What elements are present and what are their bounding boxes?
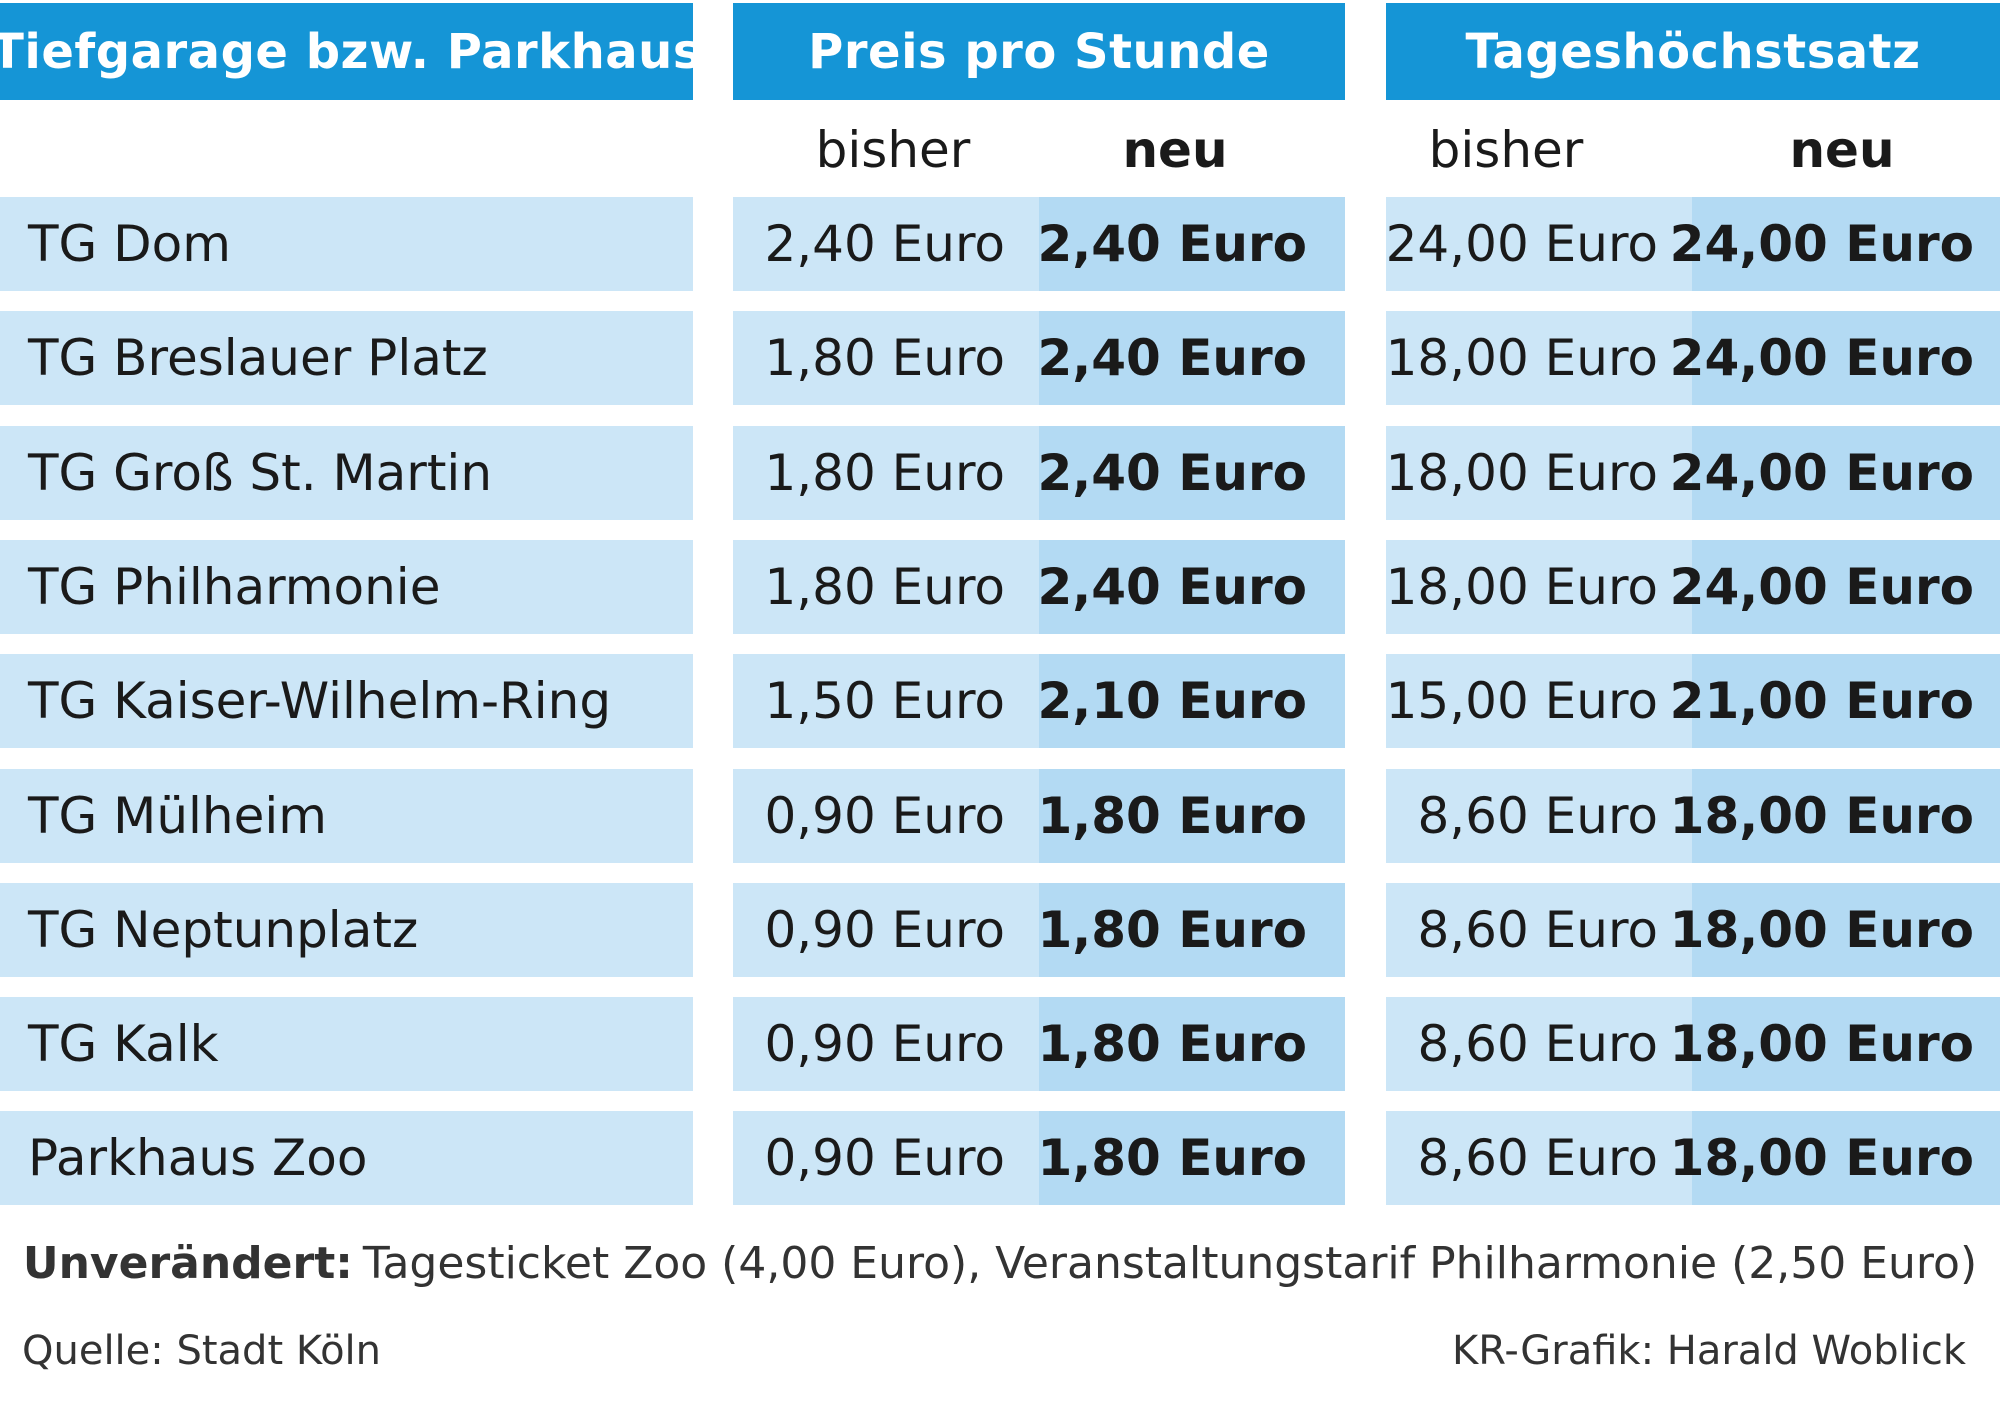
subheader-hourly-new: neu xyxy=(1122,121,1228,179)
row-hourly-old: 2,40 Euro xyxy=(733,197,1039,291)
row-daily-old: 8,60 Euro xyxy=(1386,883,1692,977)
header-name-column: Tiefgarage bzw. Parkhaus xyxy=(0,3,701,100)
graphic-credit: KR-Grafik: Harald Woblick xyxy=(1451,1328,1966,1374)
row-hourly-new: 1,80 Euro xyxy=(1037,769,1345,863)
row-hourly-new: 2,10 Euro xyxy=(1037,654,1345,748)
subheader-daily-old: bisher xyxy=(1428,121,1584,179)
row-name: TG Philharmonie xyxy=(0,540,693,634)
row-daily-new: 18,00 Euro xyxy=(1670,883,2000,977)
row-daily-old: 18,00 Euro xyxy=(1386,311,1692,405)
row-hourly-old: 1,50 Euro xyxy=(733,654,1039,748)
row-daily-new: 18,00 Euro xyxy=(1670,997,2000,1091)
row-daily-old: 18,00 Euro xyxy=(1386,540,1692,634)
row-hourly-new: 2,40 Euro xyxy=(1037,540,1345,634)
row-daily-new: 24,00 Euro xyxy=(1670,426,2000,520)
row-hourly-old: 1,80 Euro xyxy=(733,311,1039,405)
row-daily-new: 18,00 Euro xyxy=(1670,769,2000,863)
row-daily-new: 24,00 Euro xyxy=(1670,311,2000,405)
row-hourly-new: 2,40 Euro xyxy=(1037,197,1345,291)
header-daily-max: Tageshöchstsatz xyxy=(1386,3,2000,100)
row-name: Parkhaus Zoo xyxy=(0,1111,693,1205)
row-hourly-old: 0,90 Euro xyxy=(733,769,1039,863)
row-hourly-old: 1,80 Euro xyxy=(733,426,1039,520)
row-hourly-new: 2,40 Euro xyxy=(1037,426,1345,520)
row-daily-old: 8,60 Euro xyxy=(1386,997,1692,1091)
source-credit: Quelle: Stadt Köln xyxy=(22,1328,382,1374)
row-name: TG Breslauer Platz xyxy=(0,311,693,405)
header-hourly-price: Preis pro Stunde xyxy=(733,3,1345,100)
row-hourly-old: 0,90 Euro xyxy=(733,1111,1039,1205)
unchanged-text: Tagesticket Zoo (4,00 Euro), Veranstaltu… xyxy=(362,1237,1978,1289)
subheader-daily-new: neu xyxy=(1789,121,1895,179)
row-hourly-old: 0,90 Euro xyxy=(733,997,1039,1091)
row-name: TG Kaiser-Wilhelm-Ring xyxy=(0,654,693,748)
row-name: TG Dom xyxy=(0,197,693,291)
row-daily-old: 15,00 Euro xyxy=(1386,654,1692,748)
row-name: TG Mülheim xyxy=(0,769,693,863)
unchanged-note: Unverändert: Tagesticket Zoo (4,00 Euro)… xyxy=(0,1228,2000,1298)
unchanged-label: Unverändert: xyxy=(22,1237,353,1289)
row-name: TG Groß St. Martin xyxy=(0,426,693,520)
row-hourly-new: 2,40 Euro xyxy=(1037,311,1345,405)
row-hourly-old: 1,80 Euro xyxy=(733,540,1039,634)
subheader-hourly-old: bisher xyxy=(815,121,971,179)
row-hourly-new: 1,80 Euro xyxy=(1037,1111,1345,1205)
row-daily-new: 24,00 Euro xyxy=(1670,197,2000,291)
row-daily-old: 18,00 Euro xyxy=(1386,426,1692,520)
row-hourly-old: 0,90 Euro xyxy=(733,883,1039,977)
row-name: TG Kalk xyxy=(0,997,693,1091)
row-hourly-new: 1,80 Euro xyxy=(1037,883,1345,977)
row-daily-new: 24,00 Euro xyxy=(1670,540,2000,634)
row-daily-old: 8,60 Euro xyxy=(1386,769,1692,863)
row-daily-old: 8,60 Euro xyxy=(1386,1111,1692,1205)
row-name: TG Neptunplatz xyxy=(0,883,693,977)
row-hourly-new: 1,80 Euro xyxy=(1037,997,1345,1091)
row-daily-new: 18,00 Euro xyxy=(1670,1111,2000,1205)
row-daily-old: 24,00 Euro xyxy=(1386,197,1692,291)
row-daily-new: 21,00 Euro xyxy=(1670,654,2000,748)
